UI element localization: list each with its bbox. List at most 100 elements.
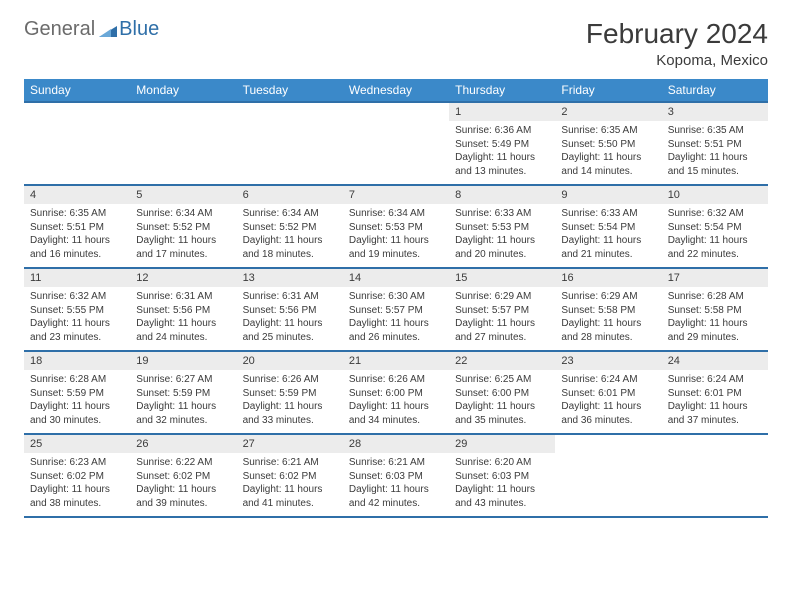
daylight-line: Daylight: 11 hours and 22 minutes.: [668, 234, 762, 261]
daylight-line: Daylight: 11 hours and 30 minutes.: [30, 400, 124, 427]
daylight-line: Daylight: 11 hours and 37 minutes.: [668, 400, 762, 427]
day-detail-cell: Sunrise: 6:29 AMSunset: 5:58 PMDaylight:…: [555, 287, 661, 351]
day-number-row: 11121314151617: [24, 268, 768, 287]
sunset-line: Sunset: 5:59 PM: [136, 387, 230, 401]
day-number-cell: [343, 102, 449, 121]
daylight-line: Daylight: 11 hours and 43 minutes.: [455, 483, 549, 510]
sunset-line: Sunset: 5:56 PM: [136, 304, 230, 318]
sunrise-line: Sunrise: 6:34 AM: [136, 207, 230, 221]
day-number-row: 45678910: [24, 185, 768, 204]
col-thursday: Thursday: [449, 79, 555, 102]
day-number-cell: [662, 434, 768, 453]
day-detail-row: Sunrise: 6:36 AMSunset: 5:49 PMDaylight:…: [24, 121, 768, 185]
day-number-cell: 5: [130, 185, 236, 204]
day-number-cell: 14: [343, 268, 449, 287]
day-detail-cell: Sunrise: 6:22 AMSunset: 6:02 PMDaylight:…: [130, 453, 236, 517]
day-number-cell: 12: [130, 268, 236, 287]
daylight-line: Daylight: 11 hours and 24 minutes.: [136, 317, 230, 344]
daylight-line: Daylight: 11 hours and 20 minutes.: [455, 234, 549, 261]
day-detail-cell: Sunrise: 6:28 AMSunset: 5:58 PMDaylight:…: [662, 287, 768, 351]
daylight-line: Daylight: 11 hours and 36 minutes.: [561, 400, 655, 427]
sunset-line: Sunset: 6:00 PM: [455, 387, 549, 401]
daylight-line: Daylight: 11 hours and 33 minutes.: [243, 400, 337, 427]
day-number-cell: 11: [24, 268, 130, 287]
logo: General Blue: [24, 18, 159, 41]
sunrise-line: Sunrise: 6:35 AM: [30, 207, 124, 221]
day-detail-cell: Sunrise: 6:35 AMSunset: 5:51 PMDaylight:…: [24, 204, 130, 268]
sunrise-line: Sunrise: 6:29 AM: [561, 290, 655, 304]
daylight-line: Daylight: 11 hours and 27 minutes.: [455, 317, 549, 344]
day-detail-cell: [662, 453, 768, 517]
day-number-cell: 19: [130, 351, 236, 370]
day-detail-cell: Sunrise: 6:34 AMSunset: 5:52 PMDaylight:…: [130, 204, 236, 268]
sunrise-line: Sunrise: 6:31 AM: [136, 290, 230, 304]
daylight-line: Daylight: 11 hours and 35 minutes.: [455, 400, 549, 427]
day-number-cell: [24, 102, 130, 121]
daylight-line: Daylight: 11 hours and 16 minutes.: [30, 234, 124, 261]
day-detail-cell: Sunrise: 6:34 AMSunset: 5:53 PMDaylight:…: [343, 204, 449, 268]
logo-text-blue: Blue: [119, 18, 159, 41]
sunset-line: Sunset: 5:53 PM: [455, 221, 549, 235]
day-detail-cell: [130, 121, 236, 185]
title-block: February 2024 Kopoma, Mexico: [586, 18, 768, 69]
daylight-line: Daylight: 11 hours and 39 minutes.: [136, 483, 230, 510]
sunset-line: Sunset: 5:51 PM: [30, 221, 124, 235]
calendar-page: General Blue February 2024 Kopoma, Mexic…: [0, 0, 792, 536]
daylight-line: Daylight: 11 hours and 25 minutes.: [243, 317, 337, 344]
day-number-cell: 17: [662, 268, 768, 287]
day-detail-row: Sunrise: 6:28 AMSunset: 5:59 PMDaylight:…: [24, 370, 768, 434]
day-number-cell: [130, 102, 236, 121]
sunrise-line: Sunrise: 6:21 AM: [243, 456, 337, 470]
page-header: General Blue February 2024 Kopoma, Mexic…: [24, 18, 768, 69]
sunset-line: Sunset: 5:52 PM: [243, 221, 337, 235]
daylight-line: Daylight: 11 hours and 19 minutes.: [349, 234, 443, 261]
daylight-line: Daylight: 11 hours and 14 minutes.: [561, 151, 655, 178]
day-detail-cell: Sunrise: 6:36 AMSunset: 5:49 PMDaylight:…: [449, 121, 555, 185]
day-number-cell: 25: [24, 434, 130, 453]
day-number-cell: [555, 434, 661, 453]
day-detail-cell: Sunrise: 6:24 AMSunset: 6:01 PMDaylight:…: [662, 370, 768, 434]
day-number-cell: 22: [449, 351, 555, 370]
day-detail-cell: Sunrise: 6:24 AMSunset: 6:01 PMDaylight:…: [555, 370, 661, 434]
sunset-line: Sunset: 5:52 PM: [136, 221, 230, 235]
day-number-cell: 23: [555, 351, 661, 370]
sunset-line: Sunset: 5:58 PM: [561, 304, 655, 318]
sunrise-line: Sunrise: 6:20 AM: [455, 456, 549, 470]
sunrise-line: Sunrise: 6:27 AM: [136, 373, 230, 387]
daylight-line: Daylight: 11 hours and 32 minutes.: [136, 400, 230, 427]
day-detail-cell: [343, 121, 449, 185]
day-number-row: 18192021222324: [24, 351, 768, 370]
sunrise-line: Sunrise: 6:34 AM: [243, 207, 337, 221]
col-saturday: Saturday: [662, 79, 768, 102]
daylight-line: Daylight: 11 hours and 21 minutes.: [561, 234, 655, 261]
day-detail-cell: Sunrise: 6:32 AMSunset: 5:55 PMDaylight:…: [24, 287, 130, 351]
logo-text-general: General: [24, 18, 95, 41]
day-number-cell: 20: [237, 351, 343, 370]
sunset-line: Sunset: 5:54 PM: [668, 221, 762, 235]
sunset-line: Sunset: 6:03 PM: [349, 470, 443, 484]
day-number-cell: 28: [343, 434, 449, 453]
calendar-body: 123Sunrise: 6:36 AMSunset: 5:49 PMDaylig…: [24, 102, 768, 517]
sunrise-line: Sunrise: 6:30 AM: [349, 290, 443, 304]
day-number-cell: 4: [24, 185, 130, 204]
sunrise-line: Sunrise: 6:35 AM: [668, 124, 762, 138]
sunrise-line: Sunrise: 6:31 AM: [243, 290, 337, 304]
daylight-line: Daylight: 11 hours and 28 minutes.: [561, 317, 655, 344]
day-detail-cell: Sunrise: 6:21 AMSunset: 6:02 PMDaylight:…: [237, 453, 343, 517]
sunset-line: Sunset: 6:02 PM: [136, 470, 230, 484]
col-wednesday: Wednesday: [343, 79, 449, 102]
sunset-line: Sunset: 5:50 PM: [561, 138, 655, 152]
day-number-row: 2526272829: [24, 434, 768, 453]
day-detail-cell: [24, 121, 130, 185]
day-detail-cell: Sunrise: 6:31 AMSunset: 5:56 PMDaylight:…: [237, 287, 343, 351]
day-detail-cell: Sunrise: 6:30 AMSunset: 5:57 PMDaylight:…: [343, 287, 449, 351]
sunset-line: Sunset: 5:53 PM: [349, 221, 443, 235]
location-label: Kopoma, Mexico: [586, 52, 768, 69]
sunset-line: Sunset: 5:55 PM: [30, 304, 124, 318]
sunrise-line: Sunrise: 6:34 AM: [349, 207, 443, 221]
daylight-line: Daylight: 11 hours and 23 minutes.: [30, 317, 124, 344]
daylight-line: Daylight: 11 hours and 42 minutes.: [349, 483, 443, 510]
sunrise-line: Sunrise: 6:36 AM: [455, 124, 549, 138]
col-monday: Monday: [130, 79, 236, 102]
calendar-table: Sunday Monday Tuesday Wednesday Thursday…: [24, 79, 768, 518]
